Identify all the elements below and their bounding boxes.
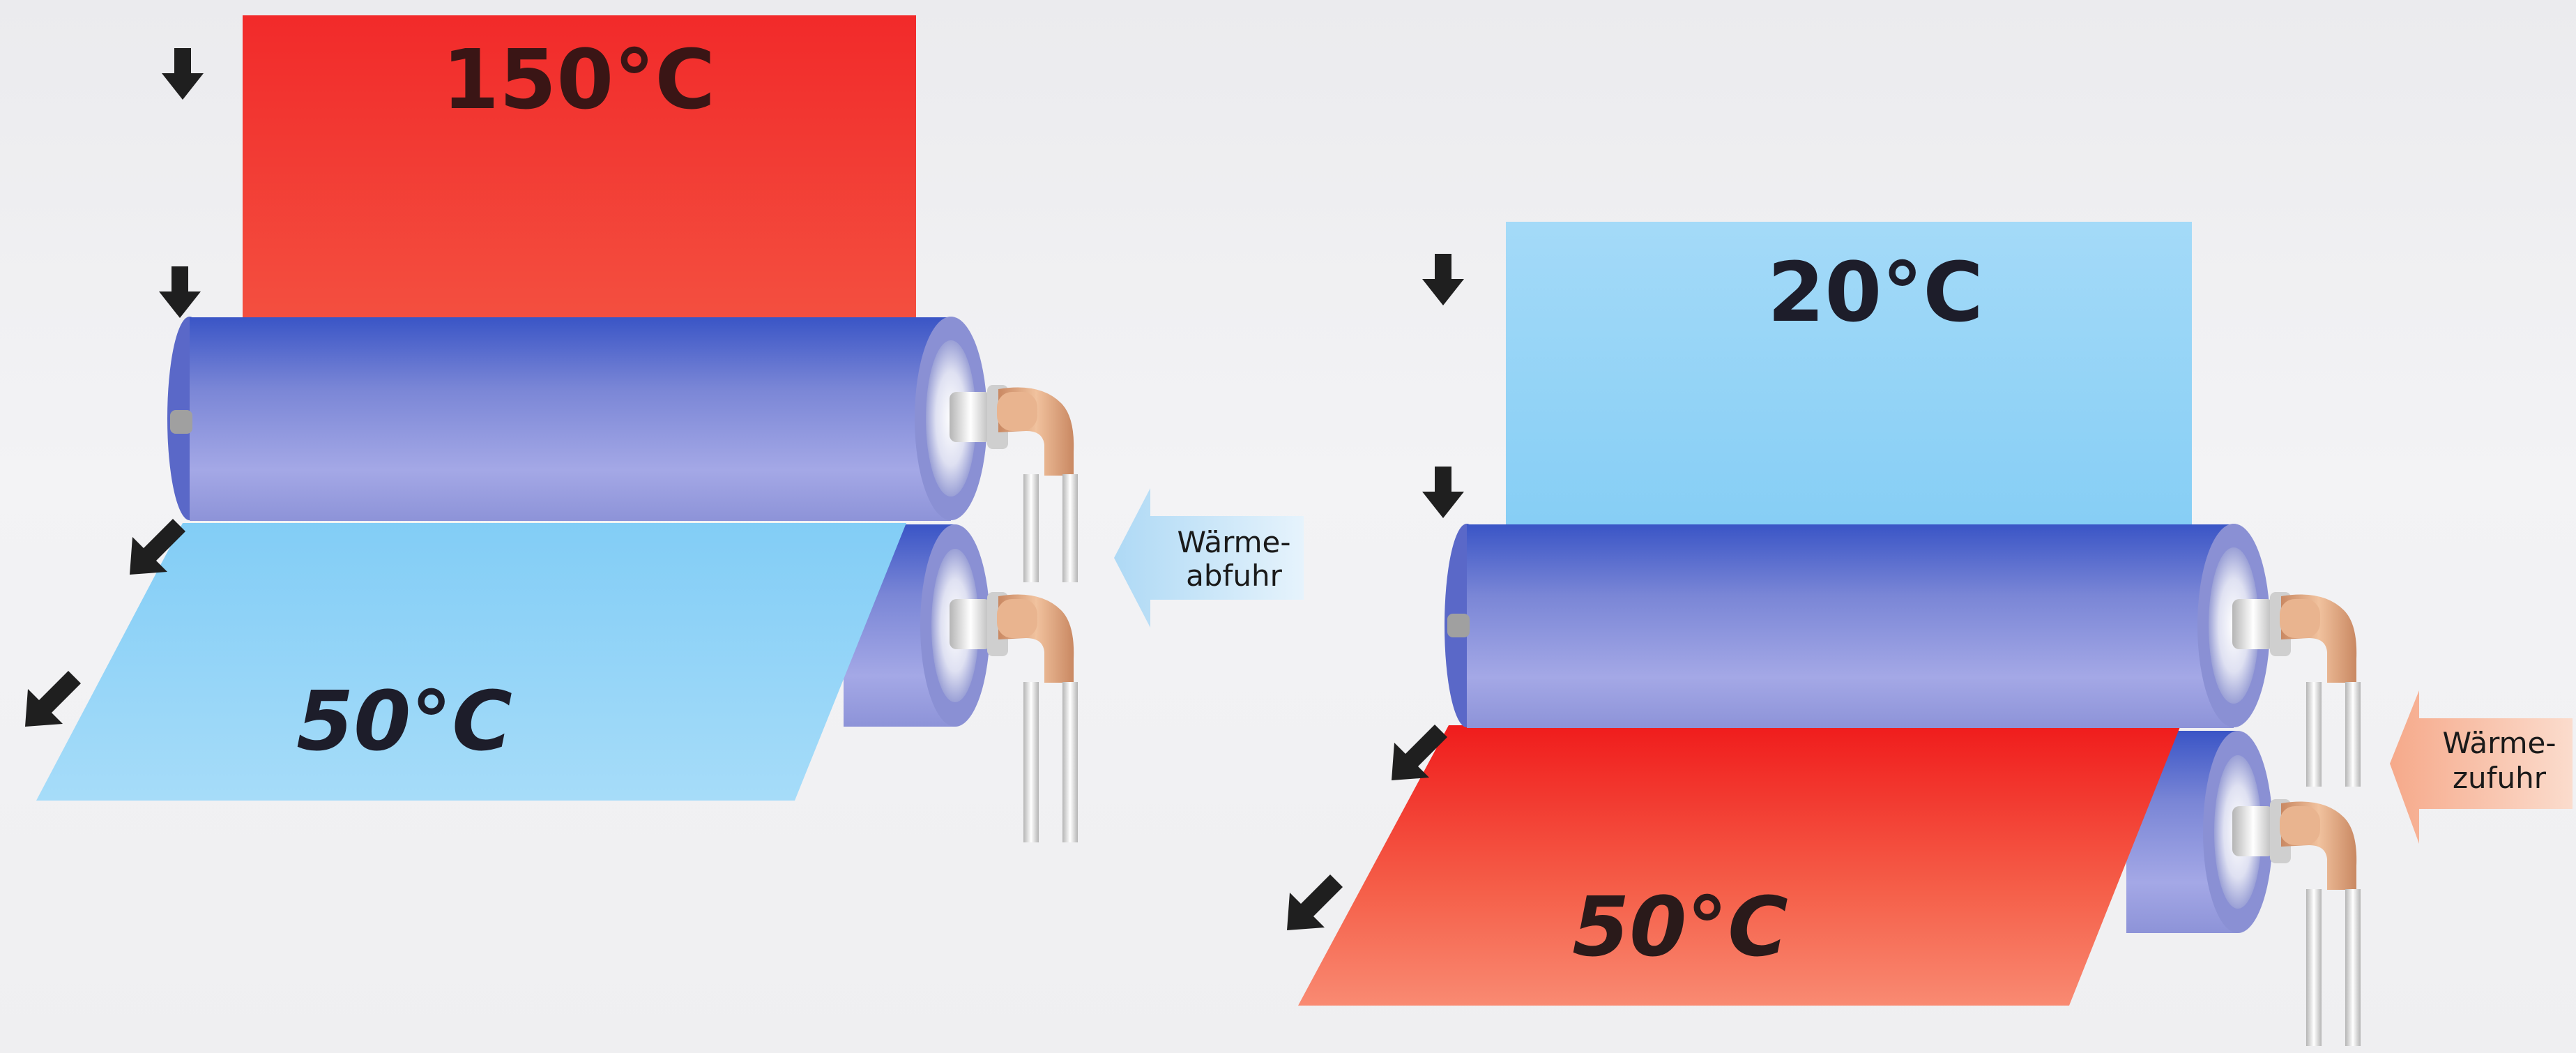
upper-roller xyxy=(167,317,987,521)
diagonal-arrow-icon xyxy=(25,671,81,727)
heat-supply-arrow: Wärme- zufuhr xyxy=(2390,690,2573,844)
outgoing-temperature-label: 50°C xyxy=(1572,879,1788,975)
heat-removal-label-line2: abfuhr xyxy=(1186,559,1282,593)
upper-roller xyxy=(1445,524,2270,728)
heating-tubes-icon xyxy=(2306,682,2361,1046)
heat-supply-label-line1: Wärme- xyxy=(2442,726,2556,760)
diagonal-arrow-icon xyxy=(1287,874,1343,930)
incoming-temperature-label: 150°C xyxy=(442,31,715,128)
cool-web-incoming xyxy=(1506,222,2192,529)
cooling-scene: 150°C 50°C xyxy=(25,15,1304,842)
down-arrow-icon xyxy=(162,48,204,100)
incoming-temperature-label: 20°C xyxy=(1767,244,1983,340)
cooled-web-outgoing xyxy=(36,523,906,801)
heat-removal-label-line1: Wärme- xyxy=(1177,525,1290,559)
hot-web-incoming xyxy=(243,15,916,326)
outgoing-temperature-label: 50°C xyxy=(296,673,512,769)
heated-web-outgoing xyxy=(1298,725,2181,1006)
heating-scene: 20°C 50°C xyxy=(1287,222,2573,1046)
coolant-tubes-icon xyxy=(1023,474,1078,842)
heat-removal-arrow: Wärme- abfuhr xyxy=(1114,488,1304,628)
down-arrow-icon xyxy=(159,266,201,318)
heat-supply-label-line2: zufuhr xyxy=(2453,761,2547,795)
down-arrow-icon xyxy=(1422,254,1464,305)
down-arrow-icon xyxy=(1422,467,1464,518)
